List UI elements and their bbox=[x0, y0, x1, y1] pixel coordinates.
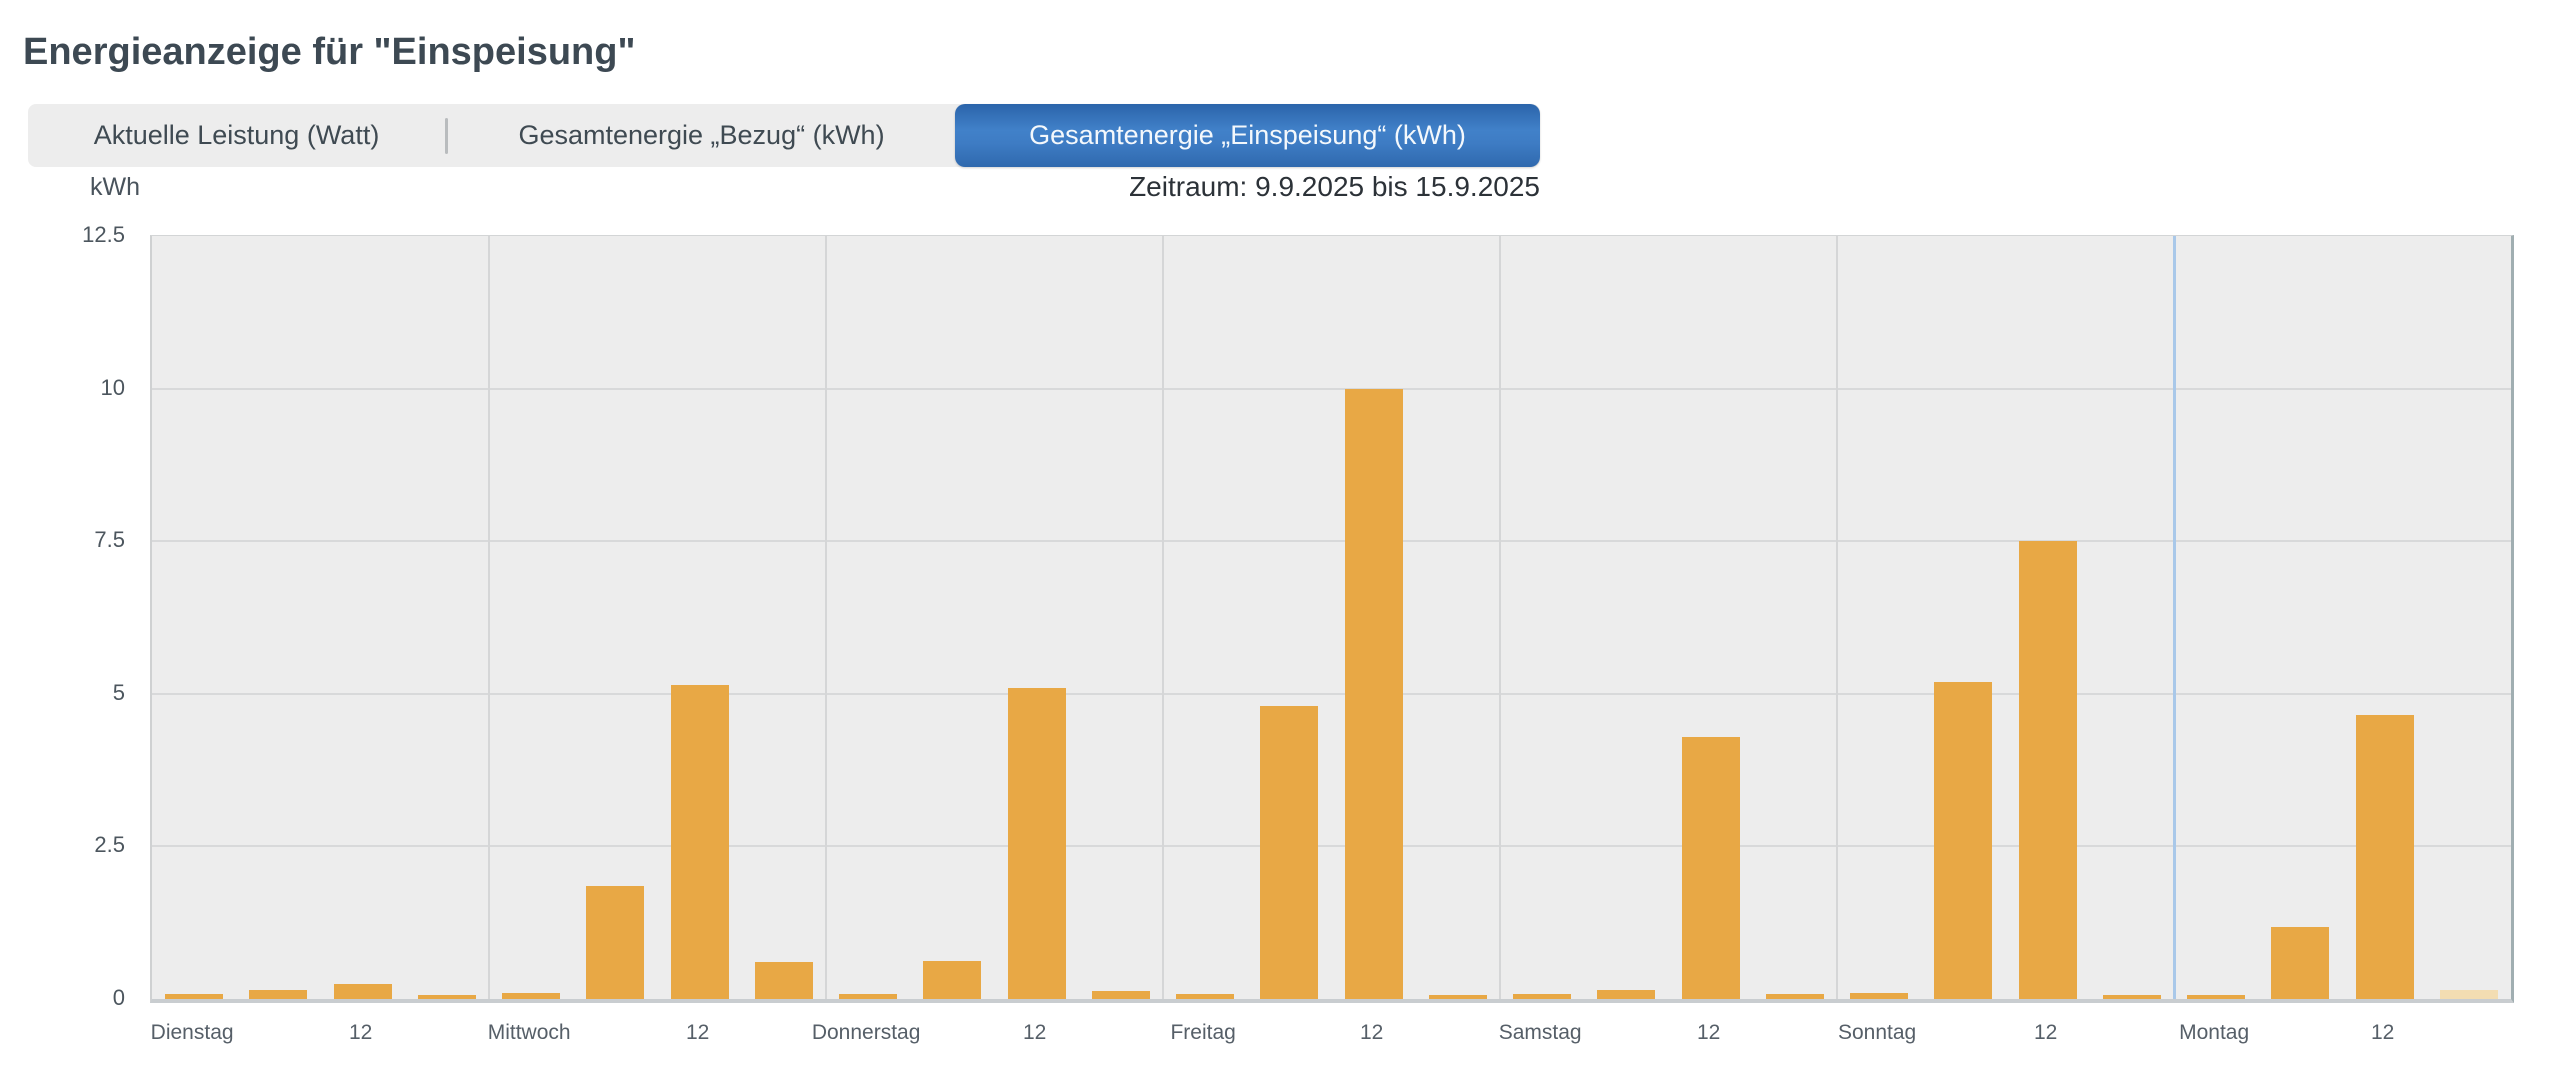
tab-gesamtenergie-einspeisung[interactable]: Gesamtenergie „Einspeisung“ (kWh) bbox=[955, 104, 1540, 167]
bar-Mittwoch-18h[interactable] bbox=[754, 962, 813, 999]
x-tick-label-Sonntag: Sonntag bbox=[1838, 1021, 1917, 1044]
y-axis: 0 2.5 5 7.5 10 12.5 bbox=[0, 224, 125, 1009]
gridline-day-boundary-Mittwoch bbox=[487, 236, 490, 999]
bar-Mittwoch-6h[interactable] bbox=[586, 886, 645, 999]
bar-Mittwoch-0h[interactable] bbox=[502, 992, 561, 999]
x-tick-label-Sonntag-12: 12 bbox=[2033, 1021, 2058, 1044]
tab-aktuelle-leistung[interactable]: Aktuelle Leistung (Watt) bbox=[28, 104, 445, 167]
y-tick-label-2.5: 2.5 bbox=[94, 832, 125, 858]
bar-Montag-18h[interactable] bbox=[2439, 989, 2498, 999]
x-tick-label-Montag: Montag bbox=[2179, 1021, 2250, 1044]
bar-Donnerstag-12h[interactable] bbox=[1007, 687, 1066, 999]
gridline-y-5 bbox=[152, 692, 2511, 695]
bar-Samstag-0h[interactable] bbox=[1513, 993, 1572, 999]
x-tick-label-Dienstag: Dienstag bbox=[150, 1021, 234, 1044]
page-title: Energieanzeige für "Einspeisung" bbox=[23, 31, 636, 73]
bar-Sonntag-18h[interactable] bbox=[2102, 994, 2161, 999]
bar-Donnerstag-18h[interactable] bbox=[1091, 991, 1150, 999]
tab-gesamtenergie-einspeisung-label: Gesamtenergie „Einspeisung“ (kWh) bbox=[1029, 120, 1466, 150]
bar-Sonntag-12h[interactable] bbox=[2018, 541, 2077, 999]
bar-Freitag-0h[interactable] bbox=[1176, 993, 1235, 999]
x-tick-label-Montag-12: 12 bbox=[2370, 1021, 2395, 1044]
bar-Dienstag-6h[interactable] bbox=[249, 990, 308, 999]
x-tick-label-Donnerstag-12: 12 bbox=[1022, 1021, 1047, 1044]
bar-Sonntag-0h[interactable] bbox=[1850, 992, 1909, 999]
tab-divider bbox=[445, 117, 448, 154]
x-tick-label-Mittwoch: Mittwoch bbox=[487, 1021, 571, 1044]
bar-Montag-12h[interactable] bbox=[2355, 715, 2414, 999]
gridline-day-boundary-Donnerstag bbox=[824, 236, 827, 999]
y-axis-unit-label: kWh bbox=[90, 173, 140, 201]
x-tick-label-Donnerstag: Donnerstag bbox=[811, 1021, 921, 1044]
tab-gesamtenergie-bezug-label: Gesamtenergie „Bezug“ (kWh) bbox=[518, 120, 885, 150]
bar-Samstag-18h[interactable] bbox=[1765, 994, 1824, 999]
bar-Dienstag-12h[interactable] bbox=[333, 983, 392, 999]
bar-Dienstag-0h[interactable] bbox=[165, 993, 224, 999]
plot-area bbox=[150, 235, 2514, 1003]
y-tick-label-5: 5 bbox=[112, 679, 125, 705]
y-tick-label-10: 10 bbox=[100, 374, 125, 400]
bar-Freitag-18h[interactable] bbox=[1428, 995, 1487, 999]
x-tick-label-Freitag-12: 12 bbox=[1359, 1021, 1384, 1044]
x-tick-label-Freitag: Freitag bbox=[1170, 1021, 1236, 1044]
period-label: Zeitraum: 9.9.2025 bis 15.9.2025 bbox=[1129, 171, 1540, 202]
gridline-y-7.5 bbox=[152, 540, 2511, 543]
bar-Sonntag-6h[interactable] bbox=[1934, 681, 1993, 999]
gridline-y-10 bbox=[152, 387, 2511, 390]
bar-Mittwoch-12h[interactable] bbox=[670, 684, 729, 999]
y-tick-label-0: 0 bbox=[112, 985, 125, 1010]
x-tick-label-Mittwoch-12: 12 bbox=[685, 1021, 710, 1044]
tab-aktuelle-leistung-label: Aktuelle Leistung (Watt) bbox=[93, 120, 380, 150]
x-axis: Dienstag 12 Mittwoch 12 Donnerstag 12 Freitag 1… bbox=[150, 1022, 2509, 1062]
bar-Dienstag-18h[interactable] bbox=[417, 995, 476, 999]
y-tick-label-12.5: 12.5 bbox=[82, 222, 125, 247]
gridline-day-boundary-Sonntag bbox=[1836, 236, 1838, 999]
x-tick-label-Dienstag-12: 12 bbox=[348, 1021, 373, 1044]
bar-Samstag-12h[interactable] bbox=[1681, 736, 1740, 999]
bar-Freitag-12h[interactable] bbox=[1344, 388, 1403, 999]
x-tick-label-Samstag-12: 12 bbox=[1696, 1021, 1721, 1044]
gridline-y-2.5 bbox=[152, 845, 2511, 848]
bar-Donnerstag-6h[interactable] bbox=[923, 961, 982, 999]
y-tick-label-7.5: 7.5 bbox=[94, 527, 125, 553]
bar-Freitag-6h[interactable] bbox=[1260, 706, 1319, 999]
gridline-day-boundary-Samstag bbox=[1498, 236, 1501, 999]
gridline-day-boundary-Freitag bbox=[1162, 236, 1164, 999]
bar-Samstag-6h[interactable] bbox=[1597, 990, 1656, 999]
x-tick-label-Samstag: Samstag bbox=[1498, 1021, 1582, 1044]
tab-gesamtenergie-bezug[interactable]: Gesamtenergie „Bezug“ (kWh) bbox=[448, 104, 955, 167]
today-marker-line bbox=[2172, 236, 2176, 999]
bar-Donnerstag-0h[interactable] bbox=[839, 994, 898, 999]
bar-Montag-6h[interactable] bbox=[2271, 926, 2330, 999]
view-tabbar: Aktuelle Leistung (Watt) Gesamtenergie „… bbox=[28, 104, 1540, 167]
bar-Montag-0h[interactable] bbox=[2187, 995, 2246, 999]
